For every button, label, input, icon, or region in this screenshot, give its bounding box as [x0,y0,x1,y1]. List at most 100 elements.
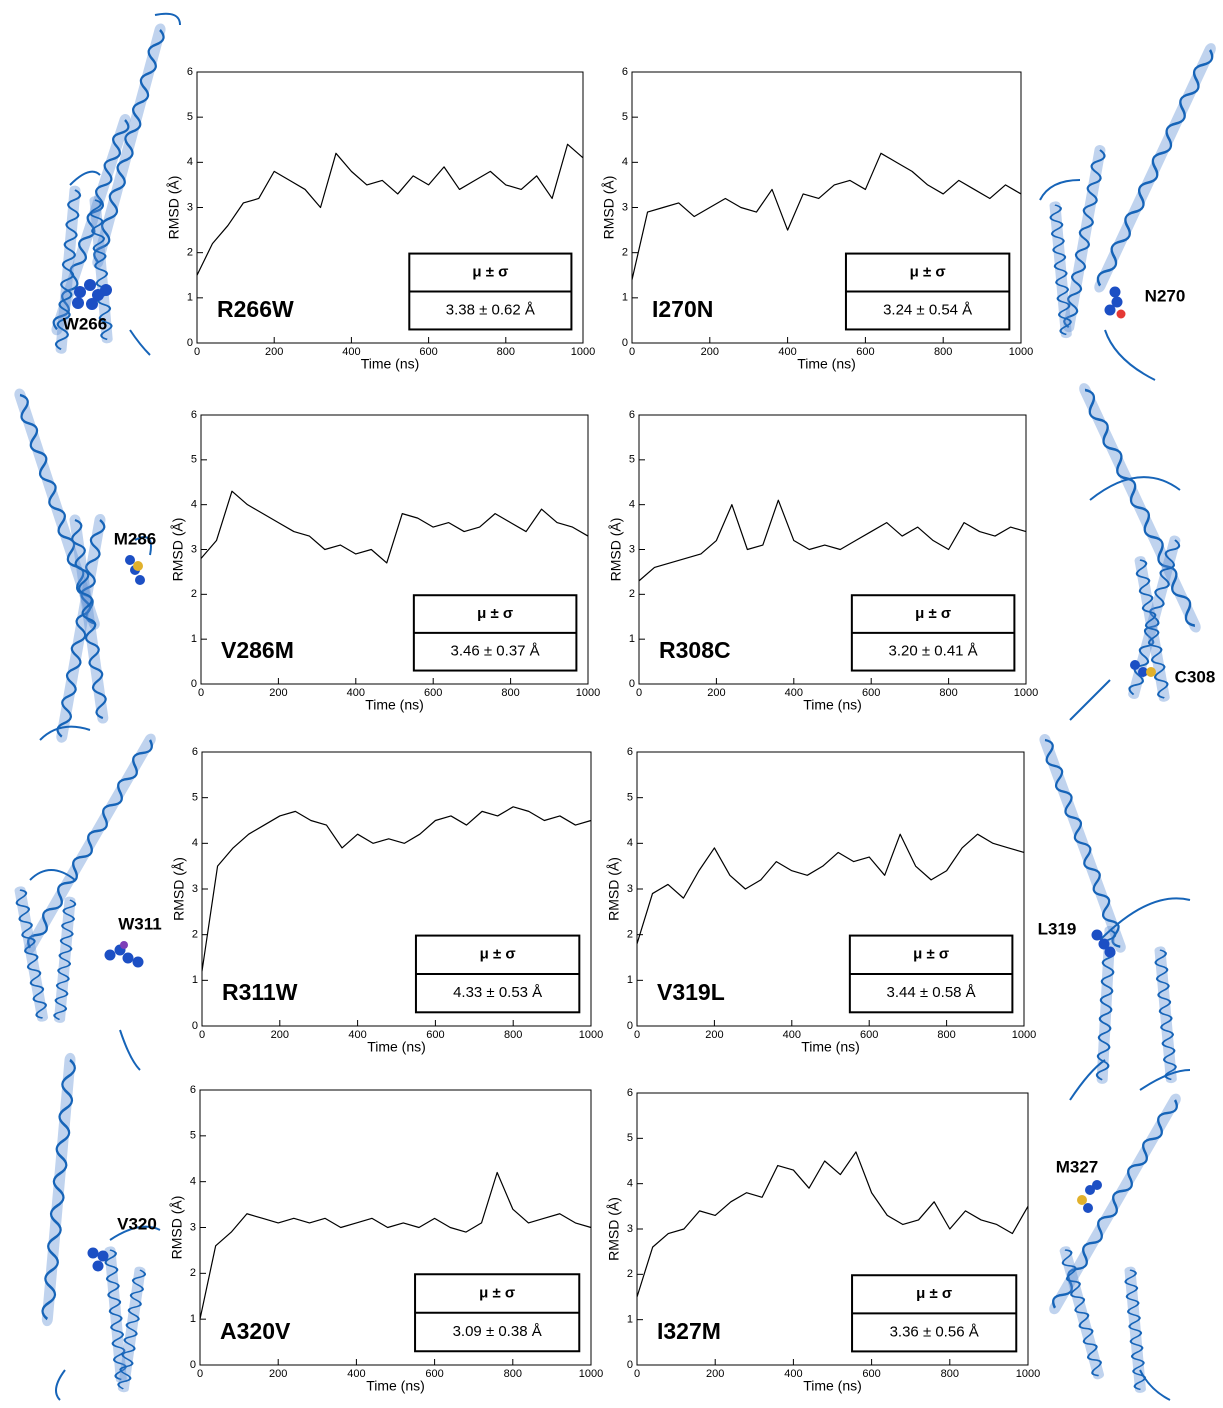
residue-label: W311 [118,914,161,933]
y-tick-label: 0 [629,678,635,690]
mutation-label: R311W [222,979,298,1005]
y-tick-label: 2 [187,247,193,259]
stats-value: 3.24 ± 0.54 Å [883,301,972,318]
x-tick-label: 1000 [579,1368,603,1380]
figure: 012345602004006008001000Time (ns)RMSD (Å… [0,0,1223,1408]
x-axis-label: Time (ns) [361,356,420,372]
x-tick-label: 200 [265,346,283,358]
y-tick-label: 4 [622,156,628,168]
residue-label: W266 [63,314,107,333]
y-tick-label: 3 [627,1223,633,1235]
y-tick-label: 3 [192,883,198,895]
y-axis-label: RMSD (Å) [608,518,624,582]
x-axis-label: Time (ns) [803,1378,862,1394]
stats-header: μ ± σ [915,605,951,622]
x-tick-label: 400 [785,687,803,699]
y-axis-label: RMSD (Å) [166,176,182,240]
residue-label: M286 [114,529,157,548]
x-tick-label: 200 [271,1029,289,1041]
x-tick-label: 0 [198,687,204,699]
x-axis-label: Time (ns) [801,1039,860,1055]
x-tick-label: 800 [937,1029,955,1041]
x-tick-label: 800 [939,687,957,699]
y-axis-label: RMSD (Å) [606,1197,622,1261]
x-tick-label: 1000 [1016,1368,1040,1380]
x-tick-label: 0 [194,346,200,358]
x-axis-label: Time (ns) [803,697,862,713]
y-tick-label: 2 [190,1267,196,1279]
y-tick-label: 1 [192,974,198,986]
y-tick-label: 6 [629,409,635,421]
y-tick-label: 6 [627,746,633,758]
residue-label: V320 [117,1214,157,1233]
y-tick-label: 1 [627,974,633,986]
y-tick-label: 1 [187,292,193,304]
y-tick-label: 1 [627,1314,633,1326]
stats-value: 3.20 ± 0.41 Å [889,643,978,660]
y-tick-label: 2 [191,588,197,600]
y-tick-label: 1 [629,633,635,645]
y-tick-label: 0 [622,337,628,349]
y-tick-label: 1 [191,633,197,645]
rmsd-panel: 012345602004006008001000Time (ns)RMSD (Å… [169,1084,604,1394]
x-axis-label: Time (ns) [367,1039,426,1055]
y-tick-label: 0 [191,678,197,690]
protein-structure [1040,48,1215,380]
x-tick-label: 600 [862,1368,880,1380]
x-tick-label: 200 [707,687,725,699]
x-tick-label: 800 [934,346,952,358]
y-tick-label: 5 [187,111,193,123]
x-tick-label: 0 [629,346,635,358]
x-tick-label: 200 [706,1368,724,1380]
x-tick-label: 200 [705,1029,723,1041]
y-tick-label: 3 [191,543,197,555]
y-tick-label: 2 [627,929,633,941]
y-tick-label: 5 [622,111,628,123]
x-tick-label: 800 [501,687,519,699]
y-tick-label: 2 [192,929,198,941]
x-tick-label: 600 [425,1368,443,1380]
x-tick-label: 0 [199,1029,205,1041]
stats-header: μ ± σ [477,605,513,622]
mutation-label: R266W [217,296,294,322]
x-axis-label: Time (ns) [797,356,856,372]
stats-value: 3.09 ± 0.38 Å [453,1323,542,1340]
y-tick-label: 6 [622,66,628,78]
x-tick-label: 0 [634,1368,640,1380]
x-tick-label: 200 [269,687,287,699]
mutation-label: V286M [221,637,294,663]
y-tick-label: 4 [627,837,633,849]
y-tick-label: 5 [627,1132,633,1144]
stats-value: 4.33 ± 0.53 Å [453,984,542,1001]
x-tick-label: 400 [347,687,365,699]
y-axis-label: RMSD (Å) [170,518,186,582]
x-tick-label: 400 [784,1368,802,1380]
x-tick-label: 600 [862,687,880,699]
residue-label: N270 [1145,286,1186,305]
y-tick-label: 0 [627,1020,633,1032]
x-tick-label: 800 [504,1029,522,1041]
y-tick-label: 3 [190,1221,196,1233]
y-axis-label: RMSD (Å) [171,857,187,921]
x-tick-label: 800 [497,346,515,358]
x-tick-label: 800 [504,1368,522,1380]
x-tick-label: 600 [419,346,437,358]
x-tick-label: 1000 [571,346,595,358]
y-tick-label: 4 [192,837,198,849]
y-tick-label: 2 [629,588,635,600]
mutation-label: R308C [659,637,731,663]
y-tick-label: 0 [190,1359,196,1371]
x-axis-label: Time (ns) [366,1378,425,1394]
protein-structure [1050,1070,1190,1400]
x-tick-label: 400 [347,1368,365,1380]
mutation-label: I270N [652,296,713,322]
x-tick-label: 1000 [579,1029,603,1041]
x-tick-label: 600 [860,1029,878,1041]
stats-header: μ ± σ [916,1285,952,1302]
y-tick-label: 3 [622,201,628,213]
x-tick-label: 400 [778,346,796,358]
